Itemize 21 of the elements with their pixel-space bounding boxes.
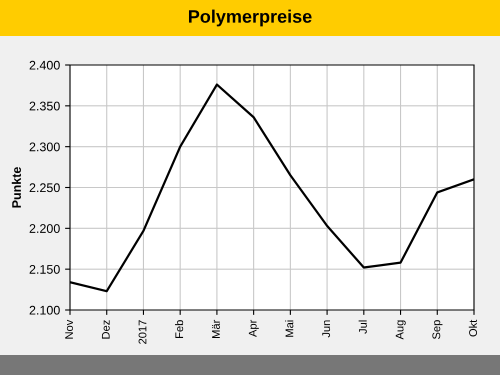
y-tick-label: 2.100 bbox=[30, 306, 60, 315]
x-tick-label: Apr bbox=[248, 320, 259, 337]
y-tick-label: 2.400 bbox=[30, 60, 60, 70]
y-axis-title: Punkte bbox=[12, 167, 21, 208]
x-tick-label: Dez bbox=[102, 320, 110, 339]
chart-title: Polymerpreise bbox=[188, 10, 312, 26]
x-tick-label: Nov bbox=[65, 320, 73, 339]
x-tick-label: Jun bbox=[322, 320, 330, 338]
x-tick-label: Jul bbox=[358, 320, 367, 334]
x-tick-label: 2017 bbox=[138, 320, 146, 344]
y-tick-label: 2.250 bbox=[30, 183, 60, 192]
y-tick-label: 2.200 bbox=[30, 224, 60, 233]
x-tick-label: Feb bbox=[175, 320, 184, 338]
x-tick-label: Sep bbox=[432, 320, 442, 339]
y-tick-label: 2.150 bbox=[30, 264, 60, 274]
y-tick-label: 2.300 bbox=[30, 142, 60, 152]
x-tick-label: Okt bbox=[468, 320, 477, 336]
y-tick-label: 2.350 bbox=[30, 102, 60, 110]
x-tick-label: Mär bbox=[212, 320, 220, 338]
x-tick-label: Mai bbox=[285, 320, 294, 337]
x-tick-label: Aug bbox=[396, 320, 406, 340]
